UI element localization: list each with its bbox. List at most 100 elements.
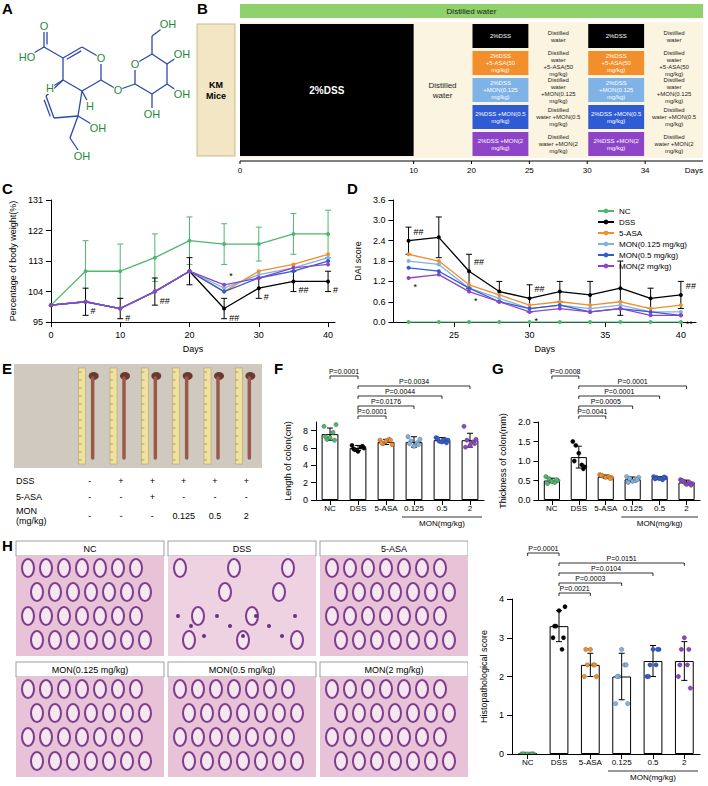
svg-text:0.6: 0.6 — [373, 297, 386, 307]
svg-text:104: 104 — [28, 287, 43, 297]
svg-text:1.5: 1.5 — [518, 437, 531, 447]
svg-text:4: 4 — [499, 594, 504, 604]
svg-text:P=0.0151: P=0.0151 — [607, 555, 637, 562]
svg-text:Distilled: Distilled — [548, 134, 569, 140]
svg-text:*: * — [229, 271, 233, 281]
svg-text:5-ASA: 5-ASA — [619, 229, 643, 238]
svg-text:0: 0 — [238, 166, 243, 175]
svg-text:##: ## — [298, 285, 308, 295]
svg-text:+: + — [244, 476, 249, 486]
svg-text:P=0.0176: P=0.0176 — [371, 398, 401, 405]
svg-text:Distilled: Distilled — [664, 77, 685, 83]
svg-text:2.0: 2.0 — [518, 417, 531, 427]
svg-text:P=0.0041: P=0.0041 — [577, 408, 607, 415]
svg-text:30: 30 — [525, 330, 535, 340]
svg-text:95: 95 — [33, 317, 43, 327]
svg-text:O: O — [131, 58, 140, 70]
svg-text:Histopathological score: Histopathological score — [479, 630, 489, 723]
svg-text:8: 8 — [303, 426, 308, 436]
svg-text:Distilled water: Distilled water — [447, 7, 497, 16]
svg-text:OH: OH — [174, 88, 190, 100]
svg-text:0.5: 0.5 — [654, 504, 666, 513]
svg-text:Mice: Mice — [206, 91, 226, 101]
svg-text:MON(2 mg/kg): MON(2 mg/kg) — [619, 262, 672, 271]
svg-text:-: - — [88, 492, 91, 502]
svg-text:-: - — [245, 492, 248, 502]
svg-text:+5-ASA(50: +5-ASA(50 — [601, 60, 631, 66]
svg-text:Distilled: Distilled — [548, 107, 569, 113]
svg-text:##: ## — [229, 313, 239, 323]
svg-text:MON(2 mg/kg): MON(2 mg/kg) — [364, 665, 423, 675]
svg-text:+MON(0.125: +MON(0.125 — [657, 91, 692, 97]
svg-text:+5-ASA(50: +5-ASA(50 — [486, 60, 516, 66]
svg-text:OH: OH — [90, 122, 107, 134]
svg-text:P=0.0005: P=0.0005 — [591, 398, 621, 405]
svg-text:NC: NC — [324, 504, 336, 513]
svg-text:##: ## — [686, 281, 696, 291]
svg-text:water: water — [550, 84, 566, 90]
svg-text:2%DSS +MON(2: 2%DSS +MON(2 — [593, 138, 639, 144]
svg-text:2%DSS: 2%DSS — [606, 53, 627, 59]
svg-text:MON(0.125 mg/kg): MON(0.125 mg/kg) — [52, 665, 129, 675]
svg-text:##: ## — [160, 296, 170, 306]
svg-text:1.8: 1.8 — [373, 256, 386, 266]
svg-text:*: * — [414, 282, 418, 292]
svg-text:0.125: 0.125 — [623, 504, 644, 513]
svg-text:Distilled: Distilled — [548, 30, 569, 36]
svg-text:-: - — [151, 511, 154, 521]
svg-text:Thickness of colon(mm): Thickness of colon(mm) — [498, 413, 508, 509]
svg-text:3.0: 3.0 — [373, 215, 386, 225]
svg-text:3.6: 3.6 — [373, 195, 386, 205]
svg-text:P=0.0001: P=0.0001 — [528, 545, 558, 552]
svg-text:NC: NC — [619, 207, 631, 216]
svg-text:Distilled: Distilled — [429, 81, 457, 90]
svg-text:DSS: DSS — [571, 504, 587, 513]
svg-text:Days: Days — [183, 344, 204, 354]
svg-text:2: 2 — [303, 478, 308, 488]
svg-text:5-ASA: 5-ASA — [381, 544, 407, 554]
svg-text:(mg/kg): (mg/kg) — [16, 516, 47, 526]
svg-text:2%DSS: 2%DSS — [490, 33, 511, 39]
svg-text:25: 25 — [449, 330, 459, 340]
svg-text:O: O — [114, 84, 123, 96]
svg-text:+MON(0.125: +MON(0.125 — [541, 91, 576, 97]
svg-text:5-ASA: 5-ASA — [16, 492, 42, 502]
svg-text:mg/kg): mg/kg) — [491, 145, 509, 151]
svg-text:##: ## — [414, 227, 424, 237]
svg-text:MON(mg/kg): MON(mg/kg) — [630, 773, 676, 782]
svg-text:water +MON(2: water +MON(2 — [653, 141, 694, 147]
svg-text:5-ASA: 5-ASA — [374, 504, 398, 513]
svg-text:O: O — [97, 52, 106, 64]
svg-text:0.125: 0.125 — [404, 504, 425, 513]
svg-text:Days: Days — [534, 344, 555, 354]
svg-text:MON(0.125 mg/kg): MON(0.125 mg/kg) — [619, 240, 687, 249]
svg-text:-: - — [182, 492, 185, 502]
svg-text:Distilled: Distilled — [548, 50, 569, 56]
svg-text:MON(mg/kg): MON(mg/kg) — [637, 519, 683, 528]
svg-text:+5-ASA(50: +5-ASA(50 — [544, 64, 574, 70]
svg-text:0: 0 — [499, 749, 504, 759]
svg-text:MON(mg/kg): MON(mg/kg) — [419, 519, 465, 528]
svg-text:HO: HO — [19, 51, 36, 63]
svg-text:2%DSS +MON(0.5: 2%DSS +MON(0.5 — [475, 111, 526, 117]
svg-text:30: 30 — [254, 330, 264, 340]
svg-text:mg/kg): mg/kg) — [491, 94, 509, 100]
svg-text:10: 10 — [115, 330, 125, 340]
svg-text:##: ## — [535, 284, 545, 294]
svg-text:mg/kg): mg/kg) — [491, 67, 509, 73]
svg-text:water +MON(0.5: water +MON(0.5 — [535, 114, 581, 120]
svg-text:#: # — [264, 292, 269, 302]
svg-text:water: water — [550, 57, 566, 63]
svg-text:Distilled: Distilled — [664, 134, 685, 140]
svg-text:P=0.0001: P=0.0001 — [618, 378, 648, 385]
svg-text:*: * — [474, 296, 478, 306]
svg-text:NC: NC — [546, 504, 558, 513]
svg-text:0.5: 0.5 — [436, 504, 448, 513]
svg-text:20: 20 — [467, 166, 476, 175]
svg-text:2: 2 — [499, 672, 504, 682]
svg-text:-: - — [120, 492, 123, 502]
svg-text:1.2: 1.2 — [373, 276, 386, 286]
svg-text:DAI score: DAI score — [353, 241, 363, 281]
svg-text:water: water — [550, 37, 566, 43]
svg-text:+MON(0.125: +MON(0.125 — [599, 87, 634, 93]
